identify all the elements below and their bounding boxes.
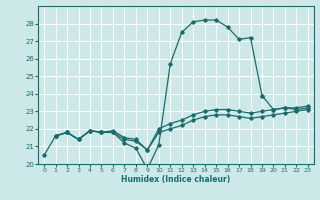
X-axis label: Humidex (Indice chaleur): Humidex (Indice chaleur) (121, 175, 231, 184)
